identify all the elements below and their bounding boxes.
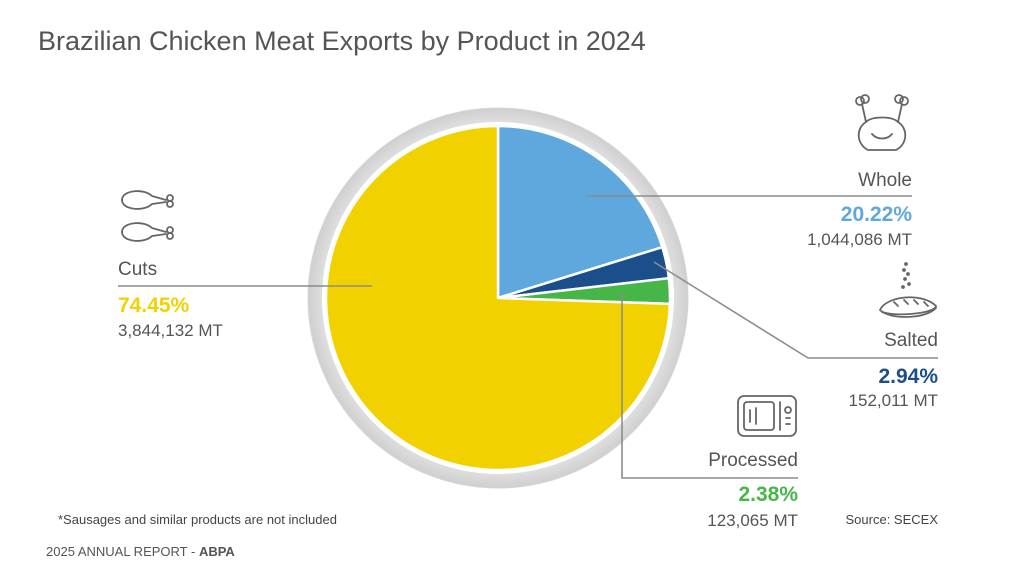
pct-processed: 2.38%	[738, 483, 798, 506]
mt-cuts: 3,844,132 MT	[118, 321, 223, 340]
label-whole: Whole	[858, 170, 912, 191]
report-footer-org: ABPA	[199, 544, 235, 559]
report-footer: 2025 ANNUAL REPORT - ABPA	[46, 544, 235, 559]
microwave-icon	[737, 395, 797, 437]
chart-title: Brazilian Chicken Meat Exports by Produc…	[38, 26, 646, 56]
leader-processed	[621, 292, 798, 479]
pie-slice-whole	[496, 124, 664, 300]
pie-slice-cuts	[324, 124, 672, 472]
source-note: Source: SECEX	[846, 512, 939, 527]
mt-processed: 123,065 MT	[707, 511, 798, 530]
label-cuts: Cuts	[118, 259, 157, 280]
leader-salted	[653, 261, 938, 359]
mt-whole: 1,044,086 MT	[807, 230, 912, 249]
label-processed: Processed	[708, 450, 798, 471]
mt-salted: 152,011 MT	[849, 391, 938, 410]
whole-chicken-icon	[855, 94, 909, 151]
pie-slices	[324, 124, 672, 472]
pct-cuts: 74.45%	[118, 294, 190, 317]
chicken-drumstick-icon	[121, 190, 174, 242]
footnote: *Sausages and similar products are not i…	[58, 512, 337, 527]
label-salted: Salted	[884, 330, 938, 351]
report-footer-text: 2025 ANNUAL REPORT -	[46, 544, 199, 559]
salted-breast-icon	[879, 262, 937, 318]
pct-salted: 2.94%	[878, 365, 938, 388]
pct-whole: 20.22%	[841, 203, 913, 226]
